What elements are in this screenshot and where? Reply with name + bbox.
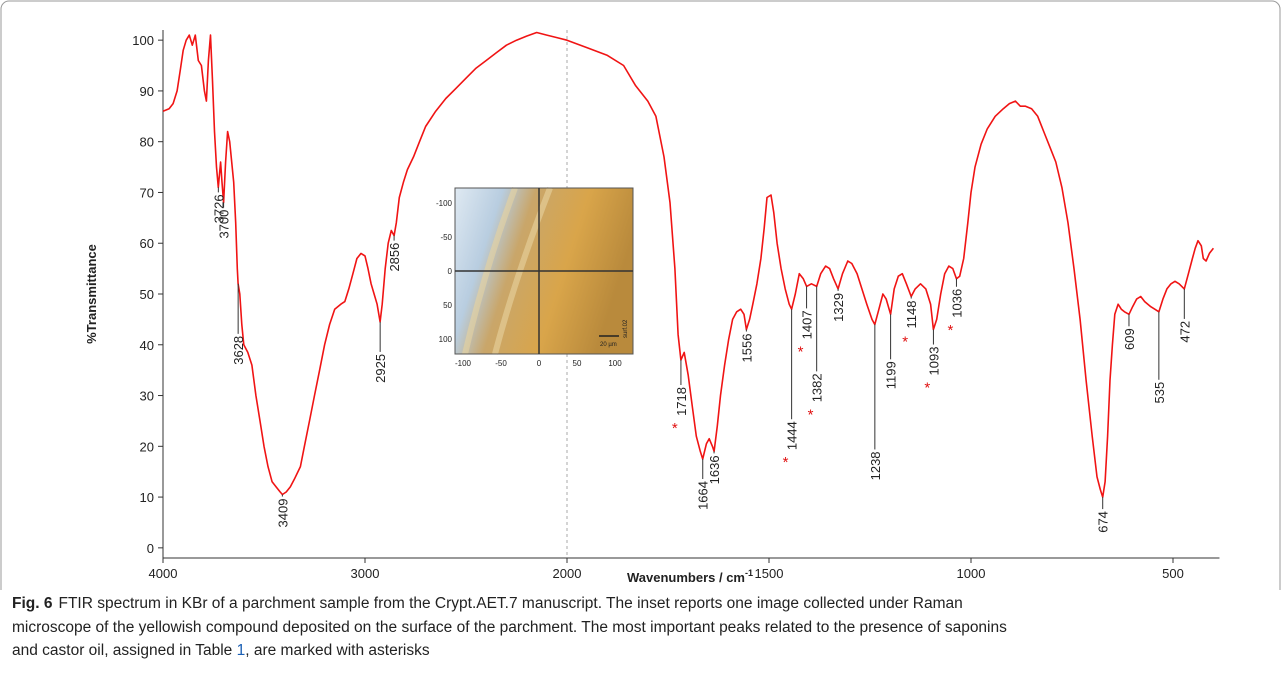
y-tick-label: 30 xyxy=(140,389,154,404)
y-tick-label: 100 xyxy=(132,33,154,48)
caption-line: Fig. 6 FTIR spectrum in KBr of a parchmen… xyxy=(12,592,1270,616)
x-tick-label: 1000 xyxy=(957,566,986,581)
x-axis-label-main: Wavenumbers / cm xyxy=(627,570,745,585)
peak-label: 1636 xyxy=(707,455,722,484)
peak-label: 2925 xyxy=(373,354,388,383)
inset-x-label: 50 xyxy=(573,359,582,368)
spectrum-line xyxy=(163,33,1213,498)
peak-label: 1718 xyxy=(674,387,689,416)
peak-asterisk: * xyxy=(924,380,930,397)
inset-scalebar-label: 20 µm xyxy=(600,342,617,348)
chart: %Transmittance Wavenumbers / cm-1 0 10 20 3… xyxy=(0,0,1282,590)
peak-label: 1556 xyxy=(739,334,754,363)
x-axis-label-sup: -1 xyxy=(745,568,753,578)
inset-x-label: -100 xyxy=(455,359,472,368)
peak-label: 3628 xyxy=(231,336,246,365)
y-tick-label: 70 xyxy=(140,185,154,200)
y-tick-label: 80 xyxy=(140,135,154,150)
peak-asterisk: * xyxy=(808,406,814,423)
caption-text: microscope of the yellowish compound dep… xyxy=(12,619,1007,636)
peak-label: 1093 xyxy=(926,347,941,376)
peak-asterisk: * xyxy=(947,322,953,339)
y-tick-label: 60 xyxy=(140,236,154,251)
inset-x-label: 100 xyxy=(608,359,622,368)
inset-x-label: 0 xyxy=(537,359,542,368)
y-axis-label: %Transmittance xyxy=(84,244,99,344)
caption-text: , are marked with asterisks xyxy=(245,642,429,659)
peak-asterisk: * xyxy=(798,343,804,360)
x-tick-label: 2000 xyxy=(553,566,582,581)
x-tick-label: 500 xyxy=(1162,566,1184,581)
peak-label: 1664 xyxy=(696,481,711,510)
peak-label: 2856 xyxy=(387,243,402,272)
caption-text: FTIR spectrum in KBr of a parchment samp… xyxy=(58,595,962,612)
peak-asterisk: * xyxy=(783,454,789,471)
inset-x-label: -50 xyxy=(495,359,507,368)
peak-label: 3700 xyxy=(217,210,232,239)
inset-y-label: 50 xyxy=(443,301,452,310)
peak-label: 1329 xyxy=(831,293,846,322)
peak-label: 472 xyxy=(1177,321,1192,343)
peak-label: 1382 xyxy=(810,373,825,402)
y-tick-label: 20 xyxy=(140,439,154,454)
frame xyxy=(1,1,1280,590)
caption: Fig. 6 FTIR spectrum in KBr of a parchmen… xyxy=(12,592,1270,663)
x-tick-label: 3000 xyxy=(351,566,380,581)
caption-text: and castor oil, assigned in Table xyxy=(12,642,237,659)
peak-label: 535 xyxy=(1152,382,1167,404)
inset-y-label: 100 xyxy=(439,335,453,344)
inset-tag: surf.02 xyxy=(623,319,629,338)
inset-y-label: 0 xyxy=(448,267,453,276)
inset-y-label: -50 xyxy=(440,233,452,242)
caption-line: and castor oil, assigned in Table 1, are… xyxy=(12,639,1270,663)
caption-line: microscope of the yellowish compound dep… xyxy=(12,616,1270,640)
peak-label: 1148 xyxy=(904,301,919,329)
peak-label: 674 xyxy=(1096,511,1111,533)
peak-asterisk: * xyxy=(672,420,678,437)
x-axis-label: Wavenumbers / cm-1 xyxy=(627,568,753,585)
peak-label: 1036 xyxy=(949,289,964,318)
x-tick-label: 1500 xyxy=(755,566,784,581)
table-ref[interactable]: 1 xyxy=(237,642,246,659)
peak-label: 1407 xyxy=(800,310,815,339)
inset: -100 -50 0 50 100 -100 -50 0 50 100 20 µm surf.02 xyxy=(436,188,633,368)
peak-label: 1444 xyxy=(785,421,800,450)
y-tick-label: 10 xyxy=(140,490,154,505)
x-tick-label: 4000 xyxy=(149,566,178,581)
page: {"chart_data": {"type": "line", "ylabel"… xyxy=(0,0,1282,695)
peak-label: 609 xyxy=(1122,328,1137,350)
inset-y-label: -100 xyxy=(436,199,453,208)
y-tick-label: 50 xyxy=(140,287,154,302)
y-tick-label: 90 xyxy=(140,84,154,99)
peak-label: 3409 xyxy=(275,499,290,528)
y-tick-label: 0 xyxy=(147,541,154,556)
peak-asterisk: * xyxy=(902,334,908,351)
y-tick-label: 40 xyxy=(140,338,154,353)
peak-label: 1238 xyxy=(868,451,883,480)
figure-label: Fig. 6 xyxy=(12,595,52,612)
peak-label: 1199 xyxy=(884,361,899,389)
